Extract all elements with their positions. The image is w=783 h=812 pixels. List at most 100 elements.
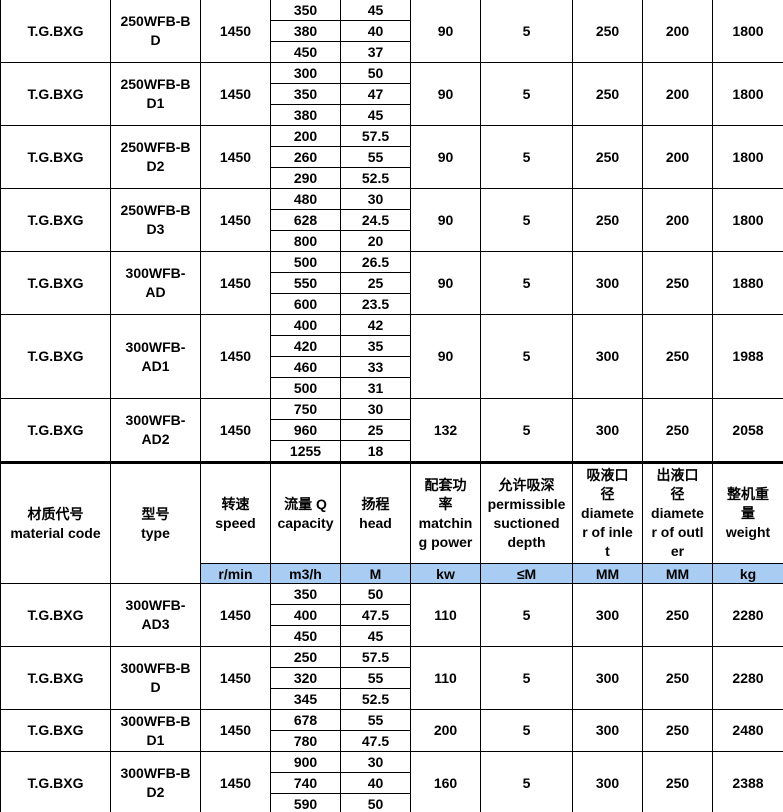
header-label: 吸液口 径 diamete r of inle t xyxy=(572,461,643,564)
weight: 1800 xyxy=(712,62,783,126)
inlet: 300 xyxy=(572,751,643,812)
capacity: 320 xyxy=(270,667,341,689)
outlet: 200 xyxy=(642,0,713,63)
table-row: T.G.BXG 300WFB- AD1 1450 400 42 90 5 300 250 1988 xyxy=(0,314,783,399)
capacity: 750 xyxy=(270,398,341,420)
table-row: 800 20 xyxy=(1,230,783,252)
head: 25 xyxy=(340,272,411,294)
inlet: 250 xyxy=(572,188,643,252)
model: 300WFB-B D xyxy=(110,646,201,710)
capacity: 500 xyxy=(270,251,341,273)
capacity: 550 xyxy=(270,272,341,294)
head: 26.5 xyxy=(340,251,411,273)
header-label: 配套功 率 matchin g power xyxy=(410,461,481,564)
power: 90 xyxy=(410,314,481,399)
model: 300WFB- AD xyxy=(110,251,201,315)
capacity: 400 xyxy=(270,314,341,336)
capacity: 350 xyxy=(270,83,341,105)
material-code: T.G.BXG xyxy=(0,583,111,647)
capacity: 480 xyxy=(270,188,341,210)
unit-label: r/min xyxy=(200,563,271,584)
inlet: 300 xyxy=(572,251,643,315)
material-code: T.G.BXG xyxy=(0,62,111,126)
power: 90 xyxy=(410,188,481,252)
depth: 5 xyxy=(480,62,573,126)
speed: 1450 xyxy=(200,398,271,463)
head: 23.5 xyxy=(340,293,411,315)
weight: 2388 xyxy=(712,751,783,812)
speed: 1450 xyxy=(200,314,271,399)
capacity: 380 xyxy=(270,20,341,42)
unit-label: M xyxy=(340,563,411,584)
depth: 5 xyxy=(480,398,573,463)
head: 20 xyxy=(340,230,411,252)
speed: 1450 xyxy=(200,62,271,126)
table-row: T.G.BXG 300WFB- AD3 1450 350 50 110 5 300 250 228… xyxy=(0,583,783,647)
model: 300WFB-B D2 xyxy=(110,751,201,812)
weight: 2280 xyxy=(712,646,783,710)
head: 47.5 xyxy=(340,730,411,752)
table-row: 740 40 xyxy=(1,772,783,794)
model: 250WFB-B D xyxy=(110,0,201,63)
unit-label: kw xyxy=(410,563,481,584)
material-code: T.G.BXG xyxy=(0,709,111,752)
header-label: 型号 type xyxy=(110,461,201,584)
weight: 1800 xyxy=(712,188,783,252)
head: 55 xyxy=(340,667,411,689)
table-row: 345 52.5 xyxy=(1,688,783,710)
capacity: 260 xyxy=(270,146,341,168)
capacity: 450 xyxy=(270,625,341,647)
table-row: T.G.BXG 300WFB-B D 1450 250 57.5 110 5 300 250 22… xyxy=(0,646,783,710)
header-label: 流量 Q capacity xyxy=(270,461,341,564)
outlet: 250 xyxy=(642,709,713,752)
outlet: 250 xyxy=(642,751,713,812)
table-row: 550 25 xyxy=(1,272,783,294)
head: 30 xyxy=(340,751,411,773)
model: 250WFB-B D3 xyxy=(110,188,201,252)
outlet: 200 xyxy=(642,188,713,252)
model: 300WFB-B D1 xyxy=(110,709,201,752)
power: 90 xyxy=(410,251,481,315)
capacity: 400 xyxy=(270,604,341,626)
inlet: 300 xyxy=(572,646,643,710)
material-code: T.G.BXG xyxy=(0,398,111,463)
head: 45 xyxy=(340,104,411,126)
power: 200 xyxy=(410,709,481,752)
head: 40 xyxy=(340,20,411,42)
model: 300WFB- AD1 xyxy=(110,314,201,399)
outlet: 200 xyxy=(642,125,713,189)
material-code: T.G.BXG xyxy=(0,188,111,252)
capacity: 590 xyxy=(270,793,341,812)
model: 250WFB-B D1 xyxy=(110,62,201,126)
capacity: 628 xyxy=(270,209,341,231)
head: 57.5 xyxy=(340,646,411,668)
power: 90 xyxy=(410,125,481,189)
speed: 1450 xyxy=(200,0,271,63)
head: 42 xyxy=(340,314,411,336)
capacity: 290 xyxy=(270,167,341,189)
header-label: 允许吸深 permissible suctioned depth xyxy=(480,461,573,564)
table-row: T.G.BXG 250WFB-B D 1450 350 45 90 5 250 200 1800 xyxy=(0,0,783,63)
table-row: 780 47.5 xyxy=(1,730,783,752)
table-row: 材质代号 material code 型号 type 转速 speed 流量 Q ca… xyxy=(0,461,783,584)
table-row: T.G.BXG 250WFB-B D2 1450 200 57.5 90 5 250 200 18… xyxy=(0,125,783,189)
outlet: 250 xyxy=(642,398,713,463)
header-label: 转速 speed xyxy=(200,461,271,564)
model: 300WFB- AD3 xyxy=(110,583,201,647)
depth: 5 xyxy=(480,0,573,63)
head: 57.5 xyxy=(340,125,411,147)
head: 45 xyxy=(340,625,411,647)
capacity: 450 xyxy=(270,41,341,63)
outlet: 250 xyxy=(642,646,713,710)
material-code: T.G.BXG xyxy=(0,251,111,315)
capacity: 460 xyxy=(270,356,341,378)
head: 30 xyxy=(340,188,411,210)
capacity: 740 xyxy=(270,772,341,794)
speed: 1450 xyxy=(200,125,271,189)
head: 18 xyxy=(340,440,411,463)
depth: 5 xyxy=(480,646,573,710)
model: 300WFB- AD2 xyxy=(110,398,201,463)
weight: 1880 xyxy=(712,251,783,315)
material-code: T.G.BXG xyxy=(0,646,111,710)
